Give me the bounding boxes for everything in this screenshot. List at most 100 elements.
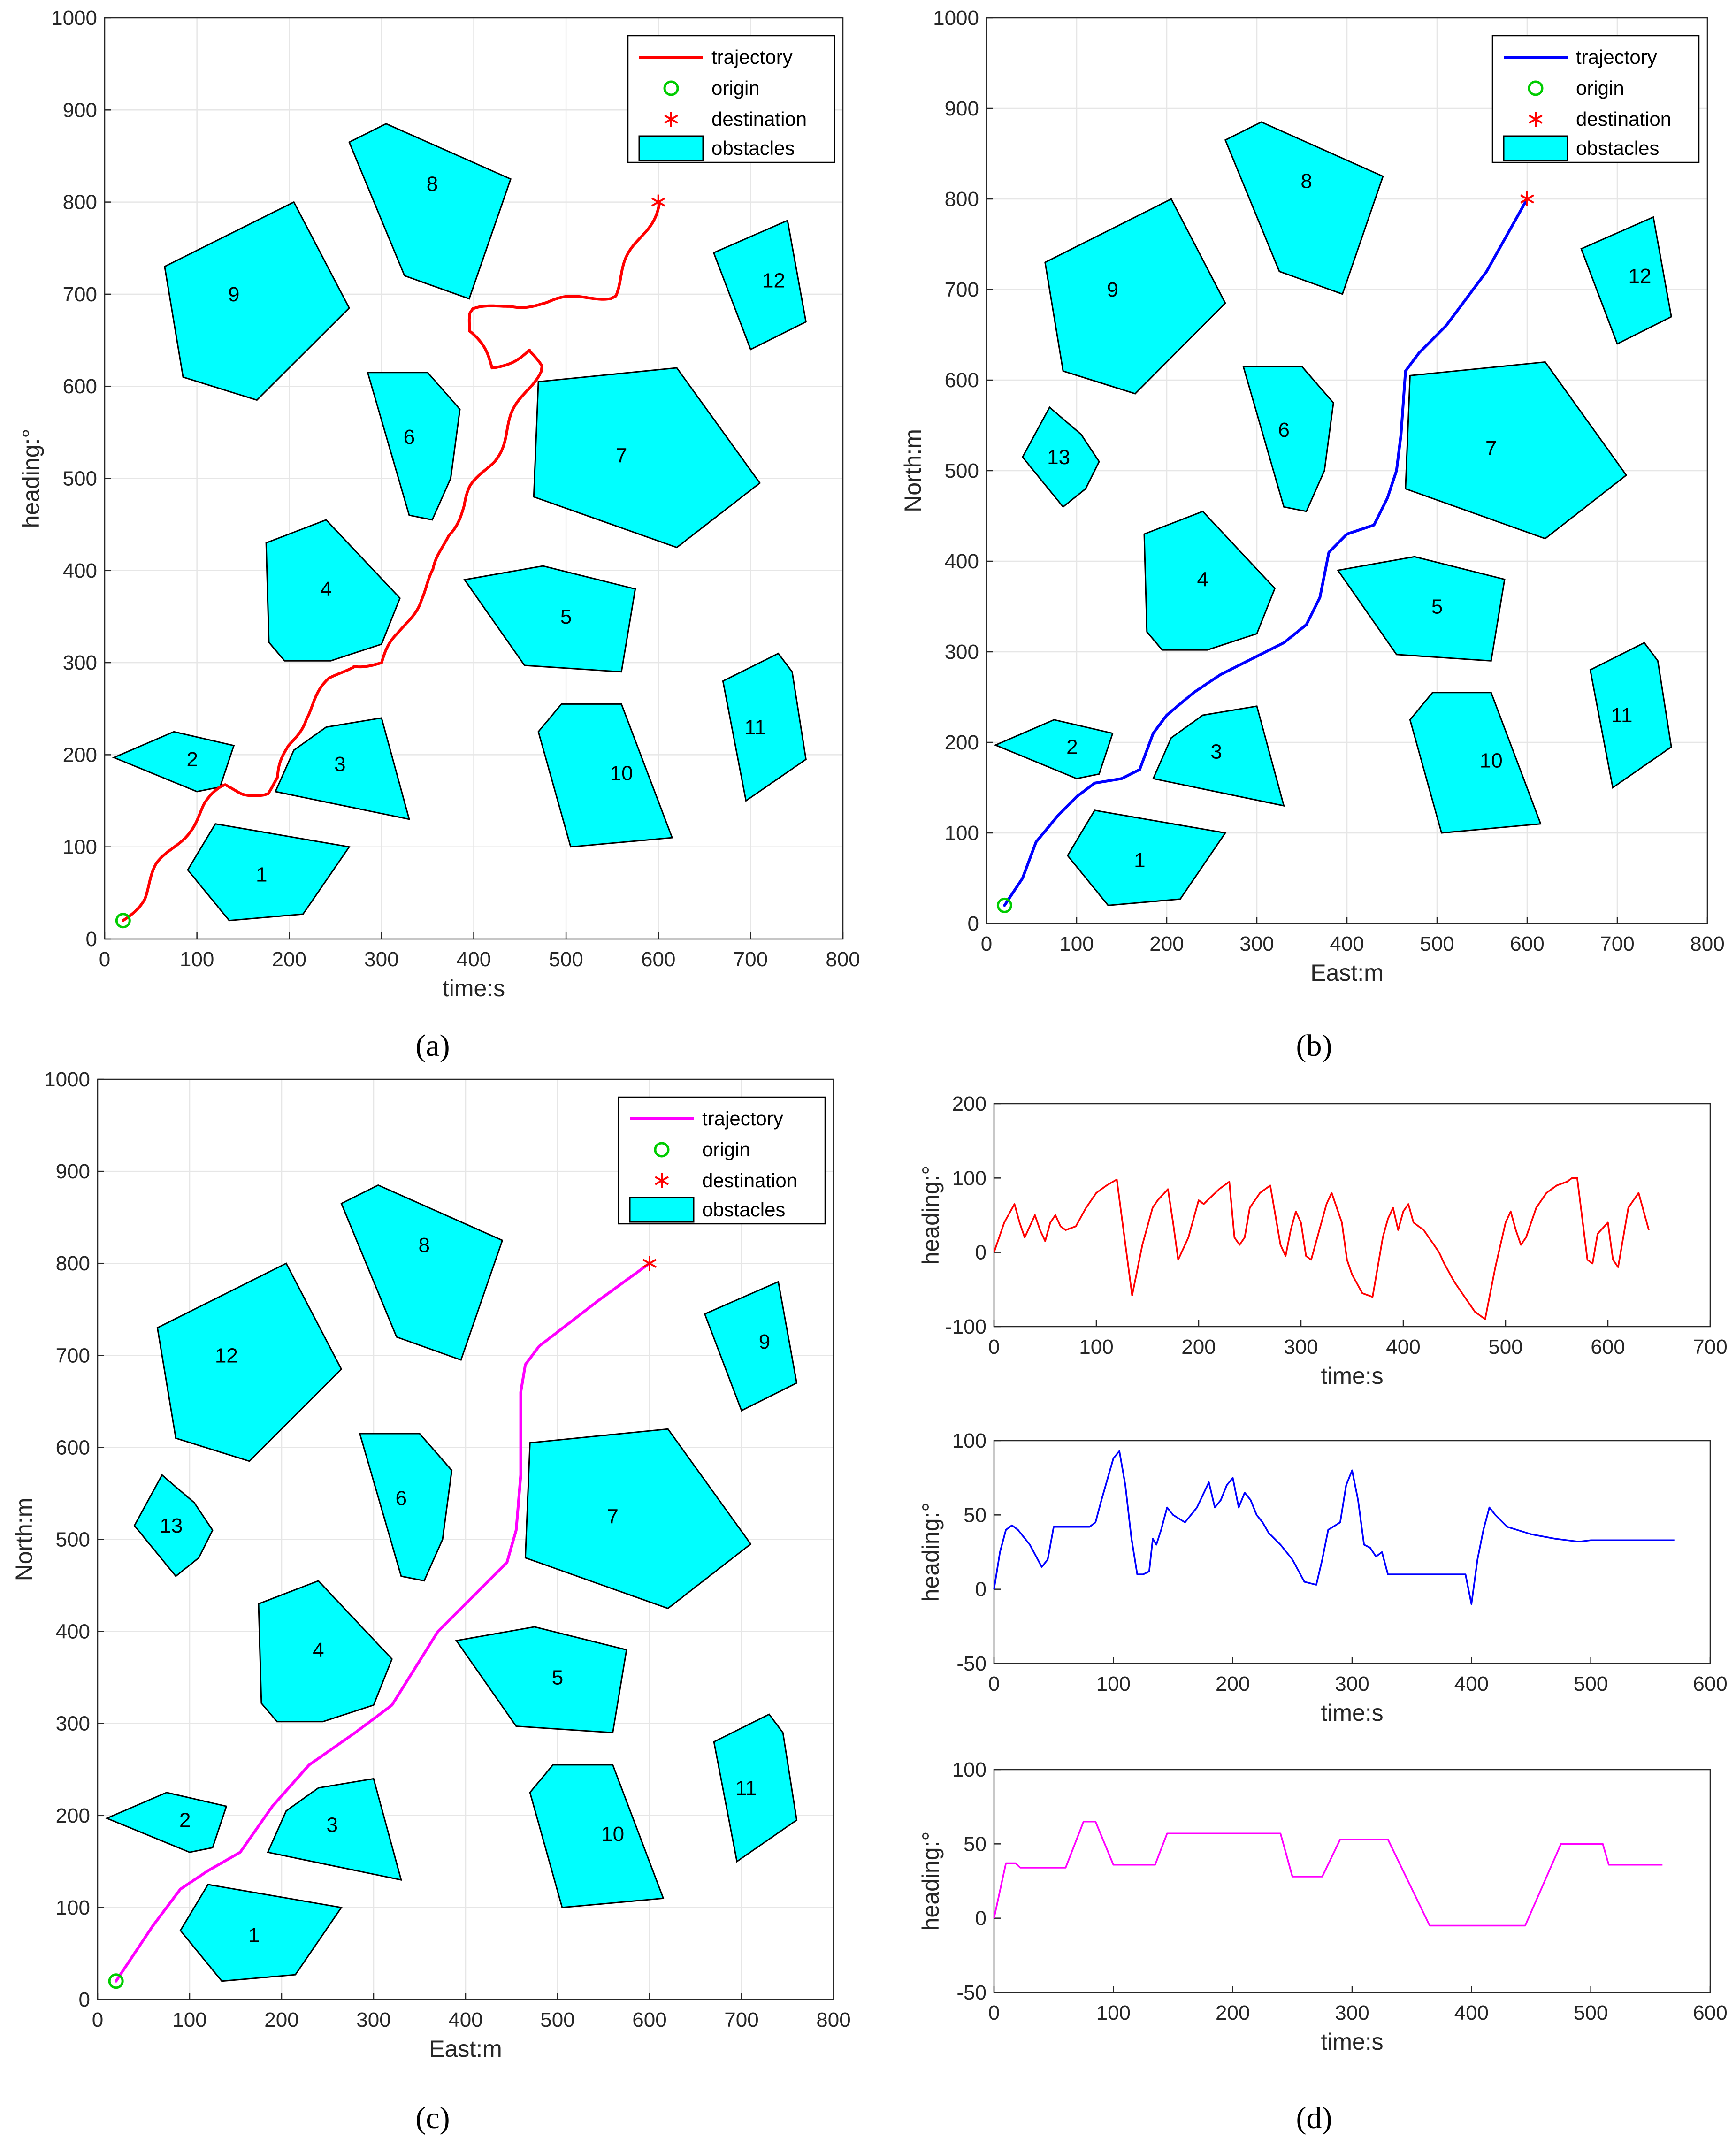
tick-label-y: -100 xyxy=(945,1315,987,1338)
legend-obstacles-label: obstacles xyxy=(702,1198,785,1221)
heading-line xyxy=(993,1177,1650,1320)
caption-d: (d) xyxy=(1296,2101,1332,2135)
obstacle-label-3: 3 xyxy=(334,753,345,776)
tick-label-y: 500 xyxy=(56,1528,90,1551)
tick-label-x: 600 xyxy=(1693,2001,1727,2024)
obstacle-10 xyxy=(537,703,673,848)
obstacle-label-4: 4 xyxy=(1197,568,1208,591)
legend-trajectory-label: trajectory xyxy=(1576,46,1657,68)
tick-label-y: 300 xyxy=(56,1712,90,1735)
trajectory-line xyxy=(1003,198,1529,907)
tick-label-y: 400 xyxy=(945,550,979,573)
heading-line xyxy=(993,1821,1663,1927)
tick-label-x: 400 xyxy=(448,2008,482,2031)
axes-box xyxy=(993,1769,1711,1993)
obstacle-5 xyxy=(463,565,636,673)
obstacle-2 xyxy=(112,731,235,793)
obstacle-13 xyxy=(1022,406,1100,508)
x-axis-label: time:s xyxy=(443,975,505,1001)
obstacle-label-12: 12 xyxy=(1629,265,1652,288)
obstacle-3 xyxy=(1152,705,1285,807)
destination-marker xyxy=(642,1256,657,1271)
tick-label-y: 200 xyxy=(56,1804,90,1827)
tick-label-y: 0 xyxy=(975,1578,987,1601)
legend-obstacles-label: obstacles xyxy=(711,137,795,159)
legend-destination-swatch xyxy=(1529,112,1543,127)
legend-origin-swatch xyxy=(663,80,679,96)
obstacle-11 xyxy=(1589,641,1672,789)
tick-label-x: 400 xyxy=(1330,932,1364,955)
obstacle-label-5: 5 xyxy=(552,1666,563,1689)
tick-label-y: 100 xyxy=(945,822,979,845)
tick-label-x: 100 xyxy=(1059,932,1094,955)
obstacle-label-2: 2 xyxy=(187,748,198,771)
tick-label-x: 300 xyxy=(364,948,398,971)
tick-label-y: 200 xyxy=(952,1092,987,1115)
tick-label-y: 100 xyxy=(952,1167,987,1190)
tick-label-x: 200 xyxy=(1216,1672,1250,1695)
tick-label-x: 800 xyxy=(826,948,860,971)
tick-label-x: 0 xyxy=(988,1672,1000,1695)
destination-marker-stroke xyxy=(1520,194,1534,204)
caption-b: (b) xyxy=(1296,1029,1332,1063)
obstacle-13 xyxy=(133,1473,214,1577)
obstacle-label-9: 9 xyxy=(1107,278,1118,301)
tick-label-x: 100 xyxy=(1096,1672,1131,1695)
tick-label-x: 300 xyxy=(356,2008,390,2031)
tick-label-x: 500 xyxy=(549,948,583,971)
legend: trajectory origin destination obstacles xyxy=(1491,35,1700,163)
tick-label-y: 400 xyxy=(63,559,97,582)
tick-label-x: 0 xyxy=(981,932,992,955)
tick-label-x: 200 xyxy=(1216,2001,1250,2024)
tick-label-y: 0 xyxy=(975,1241,987,1264)
tick-label-y: 100 xyxy=(63,836,97,859)
obstacle-1 xyxy=(179,1884,343,1982)
tick-label-x: 600 xyxy=(641,948,675,971)
panel-d-middle: 0 100 200 300 400 500 600-50050100time:sheadin… xyxy=(918,1429,1728,1726)
axes-box xyxy=(986,17,1708,924)
tick-label-x: 100 xyxy=(1096,2001,1131,2024)
tick-label-y: 800 xyxy=(56,1252,90,1275)
tick-label-x: 500 xyxy=(1420,932,1454,955)
obstacle-10 xyxy=(1409,692,1542,834)
legend: trajectory origin destination obstacles xyxy=(627,35,835,163)
obstacle-8 xyxy=(1224,121,1384,295)
tick-label-y: 1000 xyxy=(51,7,97,30)
obstacle-8 xyxy=(348,123,512,300)
obstacle-label-1: 1 xyxy=(248,1924,260,1947)
tick-label-x: 0 xyxy=(988,1336,1000,1359)
legend-origin-label: origin xyxy=(1576,77,1624,99)
tick-label-x: 800 xyxy=(816,2008,850,2031)
destination-marker xyxy=(651,194,665,210)
x-axis-label: time:s xyxy=(1321,1363,1383,1389)
x-axis-label: time:s xyxy=(1321,1700,1383,1726)
y-axis-label: heading:° xyxy=(918,1166,944,1265)
legend-obstacles-swatch xyxy=(629,1197,695,1223)
y-axis-label: heading:° xyxy=(918,1503,944,1602)
obstacle-label-3: 3 xyxy=(327,1813,338,1836)
tick-label-y: 200 xyxy=(63,743,97,766)
obstacle-label-12: 12 xyxy=(215,1344,238,1367)
tick-label-x: 0 xyxy=(988,2001,1000,2024)
tick-label-x: 400 xyxy=(1386,1336,1420,1359)
panel-d-top: 0 100 200 300 400 500 600 700-1000100200time:sh… xyxy=(918,1092,1728,1389)
tick-label-y: 100 xyxy=(952,1758,987,1781)
obstacle-label-10: 10 xyxy=(610,762,633,785)
tick-label-x: 200 xyxy=(272,948,306,971)
tick-label-x: 800 xyxy=(1690,932,1724,955)
obstacle-10 xyxy=(529,1764,665,1908)
heading-line xyxy=(993,1450,1675,1605)
origin-marker xyxy=(996,897,1012,913)
tick-label-x: 200 xyxy=(1149,932,1184,955)
obstacle-12 xyxy=(712,219,807,351)
obstacle-label-11: 11 xyxy=(744,716,766,739)
legend-origin-label: origin xyxy=(702,1138,750,1160)
tick-label-y: 0 xyxy=(79,1988,90,2011)
obstacle-label-6: 6 xyxy=(404,426,415,449)
tick-label-y: 100 xyxy=(952,1429,987,1452)
obstacle-4 xyxy=(1143,511,1276,651)
tick-label-y: 900 xyxy=(56,1160,90,1183)
tick-label-x: 400 xyxy=(457,948,491,971)
y-axis-label: North:m xyxy=(900,429,926,512)
legend-destination-label: destination xyxy=(1576,108,1671,130)
